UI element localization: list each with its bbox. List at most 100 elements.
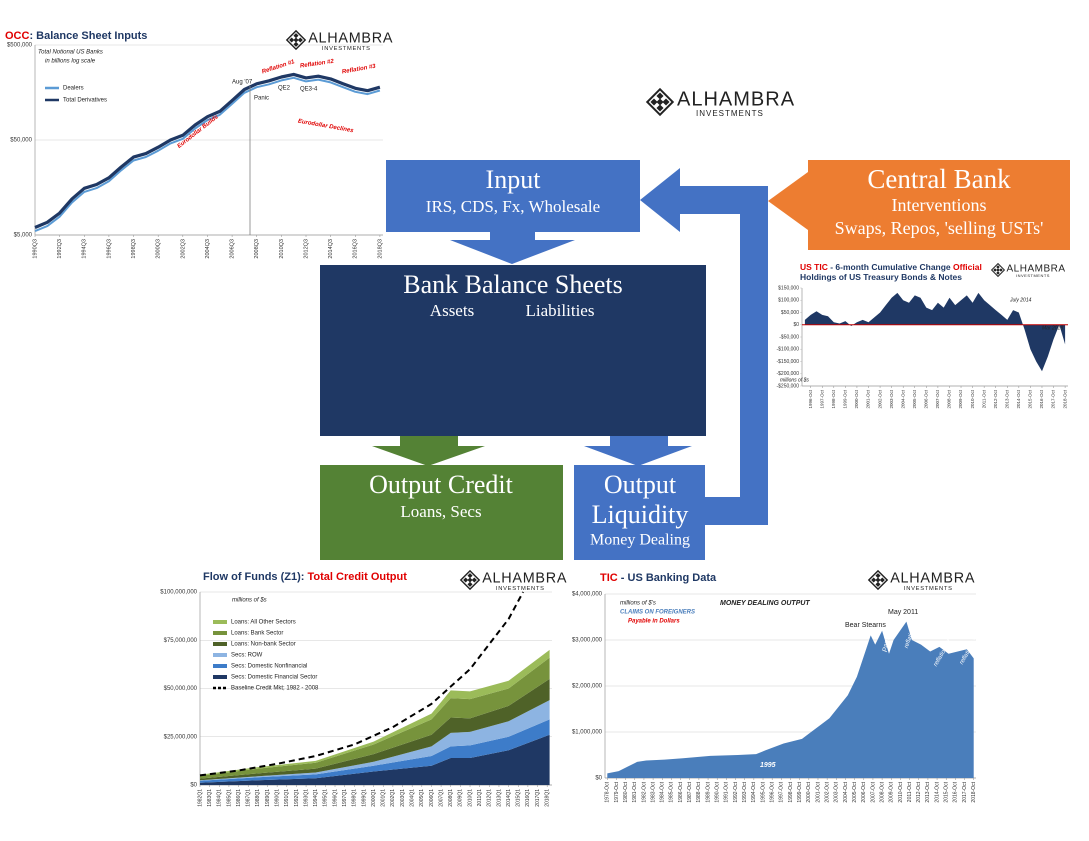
x-tick-label: 2007-Oct [870, 781, 876, 802]
arrow-central-bank [768, 172, 808, 230]
logo-name: ALHAMBRA [1007, 264, 1066, 275]
legend-label: Secs: Domestic Financial Sector [231, 675, 317, 681]
legend-swatch [213, 664, 227, 668]
x-tick-label: 2003-Oct [889, 389, 894, 408]
area [607, 621, 974, 778]
stacked-area [200, 678, 550, 781]
title-part: OCC [5, 30, 30, 42]
y-tick-label: $2,000,000 [572, 684, 603, 690]
x-tick-label: 2002-Oct [877, 389, 882, 408]
x-tick-label: 1989Q1 [265, 789, 271, 807]
x-tick-label: 1978-Oct [605, 781, 611, 802]
logo-icon-part [875, 577, 881, 583]
title-part: - 6-month Cumulative Change [828, 262, 953, 272]
logo-icon-part [467, 577, 473, 583]
x-tick-label: 2004-Oct [900, 389, 905, 408]
y-tick-label: -$150,000 [776, 359, 799, 365]
x-tick-label: 2014Q3 [328, 239, 334, 259]
line [34, 72, 381, 229]
x-tick-label: 2002Q1 [390, 789, 396, 807]
x-tick-label: 2012Q1 [487, 789, 493, 807]
logo-icon-part [650, 98, 658, 106]
title-part: Flow of Funds (Z1): [203, 571, 307, 583]
annotation: Mar 2018 [1042, 325, 1063, 331]
x-tick-label: 1995-Oct [760, 781, 766, 802]
x-tick-label: 2008Q3 [254, 239, 260, 259]
logo-icon-part [463, 577, 469, 583]
x-tick-label: 2006Q3 [230, 239, 236, 259]
x-tick-label: 2018Q1 [545, 789, 551, 807]
x-tick-label: 2005Q1 [419, 789, 425, 807]
legend-swatch [213, 653, 227, 657]
title-part: TIC [600, 572, 618, 584]
x-tick-label: 1982Q1 [197, 789, 203, 807]
stacked-area [200, 734, 550, 785]
x-tick-label: 2014Q1 [506, 789, 512, 807]
x-tick-label: 1986Q1 [236, 789, 242, 807]
x-tick-label: 2015Q1 [516, 789, 522, 807]
x-tick-label: 1992Q3 [57, 239, 63, 259]
logo-icon [645, 87, 675, 117]
x-tick-label: 1998Q1 [352, 789, 358, 807]
x-tick-label: 2017Q1 [535, 789, 541, 807]
x-tick-label: 2010Q1 [467, 789, 473, 807]
annotation: Reflation #2 [300, 59, 335, 70]
x-tick-label: 2015-Oct [944, 781, 950, 802]
legend-label: Dealers [63, 86, 84, 92]
x-tick-label: 1988-Oct [696, 781, 702, 802]
logo-icon [867, 569, 889, 591]
x-tick-label: 2018-Oct [971, 781, 977, 802]
x-tick-label: 2005-Oct [852, 781, 858, 802]
y-tick-label: $0 [595, 776, 602, 782]
x-tick-label: 2001-Oct [815, 781, 821, 802]
input-title: Input [486, 165, 542, 194]
x-tick-label: 1985-Oct [669, 781, 675, 802]
logo-icon-part [471, 577, 477, 583]
annotation: millions of $s [780, 377, 809, 383]
annotation: in billions log scale [45, 59, 96, 65]
logo-icon-part [662, 98, 670, 106]
chart: Flow of Funds (Z1): Total Credit Output $… [160, 571, 552, 807]
y-tick-label: $50,000 [781, 310, 799, 316]
logo-sub: INVESTMENTS [322, 46, 371, 52]
x-tick-label: 2004Q1 [409, 789, 415, 807]
x-tick-label: 2002Q3 [180, 239, 186, 259]
x-tick-label: 1999Q1 [361, 789, 367, 807]
x-tick-label: 1996-Oct [770, 781, 776, 802]
legend-label: Total Derivatives [63, 98, 107, 104]
x-tick-label: 1994Q1 [313, 789, 319, 807]
y-tick-label: $5,000 [14, 233, 33, 239]
x-tick-label: 1995Q1 [323, 789, 329, 807]
y-tick-label: -$50,000 [779, 334, 799, 340]
chart-title: Holdings of US Treasury Bonds & Notes [800, 272, 962, 282]
arrow-credit-down [372, 436, 485, 466]
x-tick-label: 2001Q1 [381, 789, 387, 807]
x-tick-label: 1989-Oct [705, 781, 711, 802]
logo-name: ALHAMBRA [890, 570, 975, 586]
annotation: Bear Stearns [845, 622, 886, 629]
output-credit-box [320, 465, 563, 560]
y-tick-label: $150,000 [778, 285, 799, 291]
output-liquidity-subtitle: Money Dealing [590, 532, 690, 549]
logo-sub: INVESTMENTS [696, 109, 764, 118]
x-tick-label: 2007Q1 [438, 789, 444, 807]
x-tick-label: 2016-Oct [1039, 389, 1044, 408]
x-tick-label: 1979-Oct [614, 781, 620, 802]
x-tick-label: 2003Q1 [400, 789, 406, 807]
legend-label: Secs: Domestic Nonfinancial [231, 664, 307, 670]
y-tick-label: $25,000,000 [164, 734, 198, 740]
central-bank-title: Central Bank [867, 164, 1011, 194]
legend-label: Loans: All Other Sectors [231, 620, 296, 626]
logo-name: ALHAMBRA [677, 88, 795, 110]
title-part: US TIC [800, 262, 828, 272]
annotation: Total Notional US Banks [38, 50, 103, 56]
x-tick-label: 2013-Oct [925, 781, 931, 802]
x-tick-label: 1998Q3 [131, 239, 137, 259]
output-liquidity-title: Liquidity [592, 500, 689, 529]
chart-title: OCC: Balance Sheet Inputs [5, 30, 147, 42]
stacked-area [200, 700, 550, 781]
x-tick-label: 2016Q3 [353, 239, 359, 259]
